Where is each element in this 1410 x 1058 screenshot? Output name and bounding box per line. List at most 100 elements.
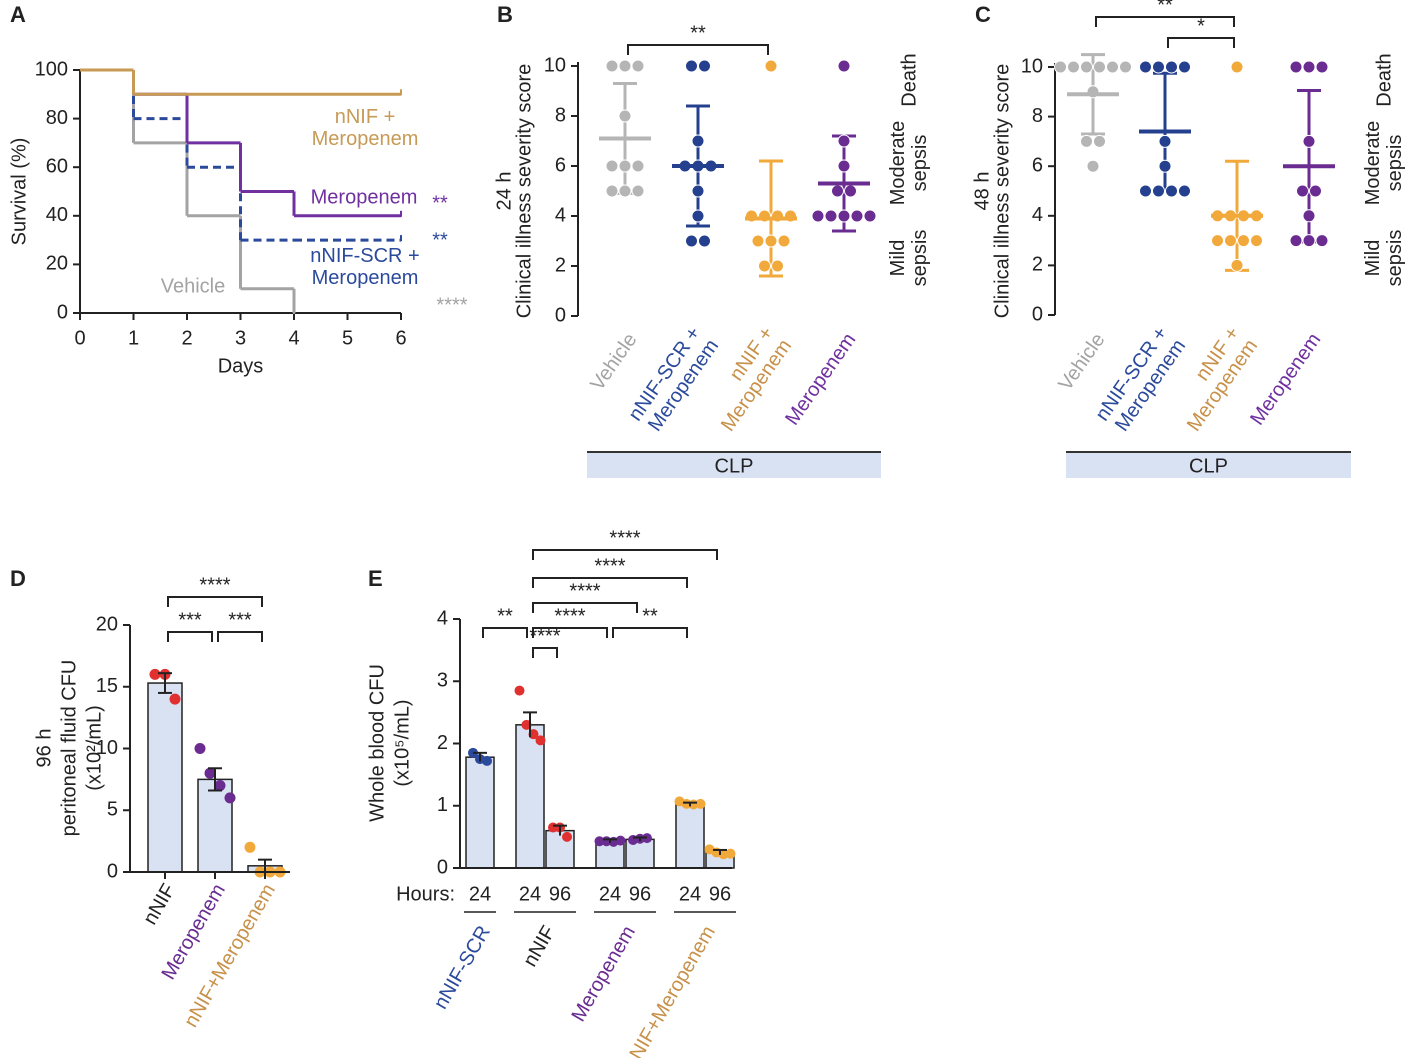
y-tick-label: 20	[96, 613, 118, 635]
x-tick-label: 0	[74, 327, 85, 349]
data-point	[1237, 234, 1250, 248]
data-point	[631, 159, 645, 173]
y-tick-label: 0	[107, 860, 118, 882]
significance-bracket	[612, 627, 688, 638]
y-tick-label: 1	[437, 794, 448, 816]
series-label: Vehicle	[161, 275, 226, 297]
y-tick-label: 100	[35, 58, 68, 80]
y-tick-label: 0	[1032, 303, 1043, 325]
y-axis-label: 96 h	[33, 729, 55, 768]
data-point	[618, 159, 632, 173]
data-point	[764, 59, 778, 73]
x-tick-label: 3	[235, 327, 246, 349]
significance-label: **	[642, 605, 658, 627]
significance-bracket	[482, 627, 528, 638]
data-point	[1152, 60, 1165, 74]
bar	[515, 724, 545, 869]
data-point	[514, 685, 525, 696]
data-point	[1230, 60, 1244, 74]
data-point	[1178, 60, 1191, 74]
data-point	[194, 743, 206, 754]
significance-label: **	[690, 22, 706, 44]
data-point	[691, 209, 705, 223]
significance-bracket	[217, 631, 263, 642]
category-label: Meropenem	[1246, 329, 1325, 429]
y-tick-label: 8	[1032, 105, 1043, 127]
hour-label: 24	[679, 883, 701, 905]
data-point	[811, 209, 825, 223]
hours-label: Hours:	[396, 883, 455, 905]
severity-label: Moderatesepsis	[887, 121, 931, 206]
x-tick-label: 1	[128, 327, 139, 349]
significance-label: ****	[554, 605, 585, 627]
y-axis-label: (x10²/mL)	[83, 705, 105, 791]
data-point	[224, 792, 236, 804]
data-point	[1086, 159, 1100, 173]
data-point	[618, 109, 632, 123]
y-tick-label: 6	[1032, 154, 1043, 176]
hour-label: 96	[709, 883, 731, 905]
data-point	[1158, 159, 1172, 173]
hour-label: 24	[599, 883, 621, 905]
series-label: Meropenem	[311, 186, 418, 208]
y-axis-label: 24 h	[493, 172, 515, 211]
severity-label: Mildsepsis	[887, 230, 931, 287]
data-point	[1165, 184, 1178, 198]
data-point	[1158, 134, 1172, 148]
x-axis-label: Days	[218, 355, 264, 377]
significance-label: ****	[529, 625, 560, 647]
significance-bracket	[167, 596, 263, 607]
data-point	[850, 209, 864, 223]
data-point	[482, 755, 492, 766]
bar	[465, 756, 495, 869]
hour-label: 24	[519, 883, 541, 905]
y-tick-label: 0	[555, 304, 566, 326]
data-point	[1302, 234, 1316, 248]
bar	[147, 682, 183, 873]
y-tick-label: 10	[1021, 55, 1043, 77]
data-point	[1230, 258, 1244, 272]
data-point	[204, 767, 216, 779]
data-point	[605, 59, 619, 73]
significance-label: ***	[178, 609, 202, 631]
data-point	[1139, 60, 1152, 74]
significance-label: ****	[199, 574, 230, 596]
data-point	[1302, 209, 1316, 223]
hour-label: 96	[549, 883, 571, 905]
data-point	[777, 234, 791, 248]
data-point	[695, 798, 706, 809]
category-label: nNIF+Meropenem	[180, 880, 280, 1031]
x-tick-label: 5	[342, 327, 353, 349]
data-point	[1315, 234, 1329, 248]
group-label: Meropenem	[567, 922, 639, 1025]
y-axis-label: Whole blood CFU	[366, 664, 388, 822]
significance-label: ****	[594, 555, 625, 577]
data-point	[1289, 60, 1303, 74]
y-tick-label: 40	[46, 204, 68, 226]
y-tick-label: 10	[96, 737, 118, 759]
hour-label: 24	[469, 883, 491, 905]
data-point	[771, 259, 784, 273]
panel-letter: B	[497, 2, 513, 27]
significance-bracket	[532, 602, 638, 613]
y-tick-label: 4	[555, 204, 566, 226]
data-point	[1106, 60, 1119, 74]
data-point	[831, 184, 844, 198]
data-point	[751, 234, 765, 248]
category-label: Vehicle	[1054, 329, 1109, 394]
data-point	[824, 209, 838, 223]
bar	[675, 803, 705, 869]
y-axis-label: 48 h	[971, 172, 993, 211]
significance-bracket	[1095, 16, 1235, 27]
group-label: nNIF+Meropenem	[620, 922, 720, 1058]
data-point	[169, 693, 181, 705]
y-tick-label: 2	[437, 732, 448, 754]
data-point	[1302, 134, 1316, 148]
significance-bracket	[532, 647, 558, 658]
data-point	[863, 209, 877, 223]
x-tick-label: 4	[288, 327, 299, 349]
data-point	[1178, 184, 1191, 198]
data-point	[837, 159, 851, 173]
y-tick-label: 15	[96, 675, 118, 697]
